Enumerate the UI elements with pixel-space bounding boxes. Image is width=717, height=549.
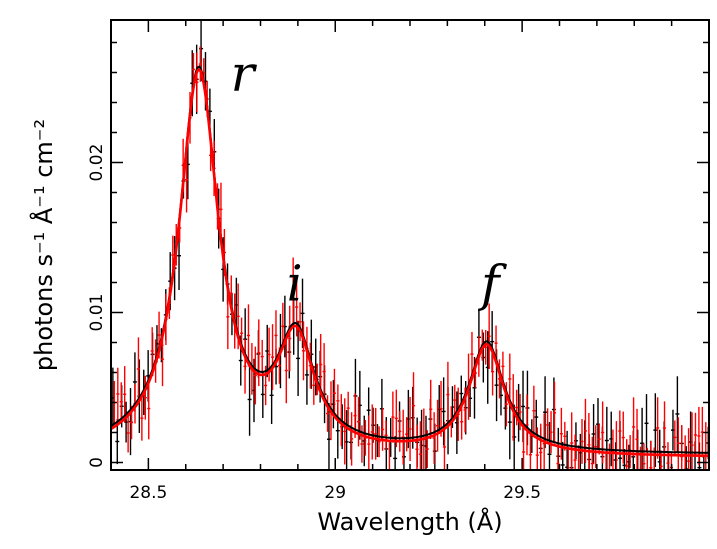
line-annotation-i: i [287,255,303,313]
x-tick-label: 28.5 [129,483,167,503]
x-tick-label: 29.5 [503,483,541,503]
tick-layer: 28.5 29 29.5 0 0.01 0.02 [87,20,709,503]
x-axis-title: Wavelength (Å) [317,507,502,536]
y-tick-label: 0 [87,457,107,468]
annotation-layer: r i f [231,45,507,313]
data-red-series [112,46,708,470]
line-annotation-f: f [477,255,507,313]
y-tick-label: 0.01 [87,294,107,332]
x-tick-label: 29 [324,483,346,503]
y-tick-label: 0.02 [87,144,107,182]
series-layer [111,20,709,470]
line-annotation-r: r [231,45,258,103]
y-axis-title: photons s⁻¹ Å⁻¹ cm⁻² [29,119,58,371]
model-black-curve [111,65,709,454]
model-red-curve [111,67,709,458]
